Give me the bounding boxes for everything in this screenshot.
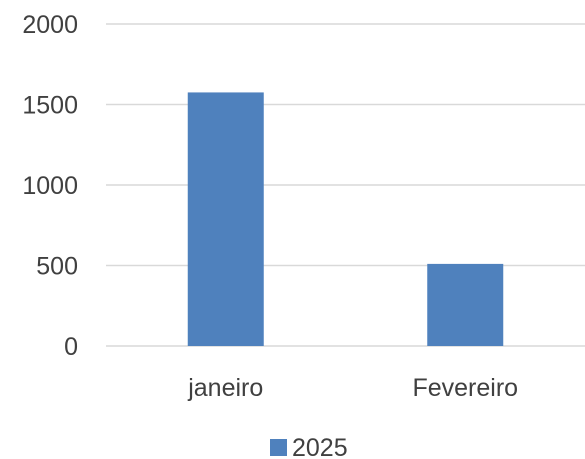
y-tick-label: 1000: [22, 172, 78, 200]
y-tick-label: 500: [36, 253, 78, 281]
y-axis-tick-labels: 0 500 1000 1500 2000: [22, 11, 78, 361]
x-category-label: Fevereiro: [412, 374, 518, 402]
bars: [187, 92, 504, 346]
x-axis-category-labels: janeiro Fevereiro: [187, 374, 518, 402]
bar-fevereiro: [427, 263, 504, 346]
legend-label-2025: 2025: [292, 434, 348, 459]
legend: 2025: [270, 434, 348, 459]
bar-janeiro: [187, 92, 264, 346]
x-category-label: janeiro: [187, 374, 263, 402]
y-tick-label: 2000: [22, 11, 78, 39]
legend-swatch-2025: [270, 439, 287, 456]
gridlines: [106, 23, 585, 347]
y-tick-label: 1500: [22, 92, 78, 120]
y-tick-label: 0: [64, 333, 78, 361]
